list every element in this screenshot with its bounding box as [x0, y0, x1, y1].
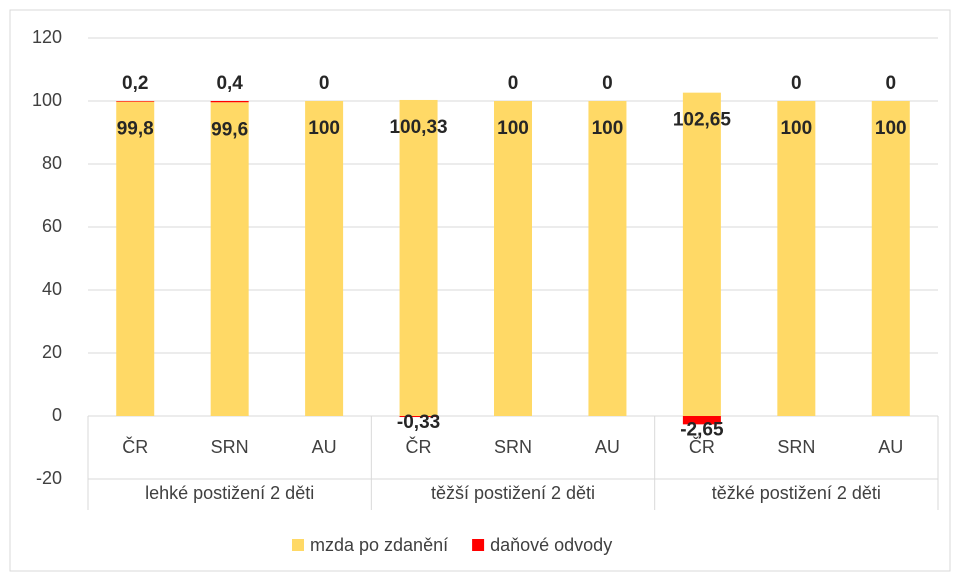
x-tick-label: AU: [595, 437, 620, 457]
bar-segment: [305, 101, 344, 416]
data-label: 99,6: [211, 119, 248, 140]
data-label: 100: [875, 118, 907, 139]
x-tick-label: SRN: [777, 437, 815, 457]
data-label: 0,2: [122, 73, 148, 94]
bar-segment: [682, 416, 721, 425]
y-tick-label: 80: [42, 153, 62, 173]
data-label: 0,4: [216, 73, 243, 94]
x-tick-label: ČR: [122, 436, 148, 457]
bar-segment: [588, 101, 627, 416]
legend-swatch: [292, 539, 304, 551]
bar-segment: [116, 101, 155, 416]
bar-segment: [494, 101, 532, 416]
group-label: těžší postižení 2 děti: [431, 483, 595, 503]
bar-segment: [399, 416, 438, 418]
x-tick-label: SRN: [494, 437, 532, 457]
y-tick-label: 20: [42, 342, 62, 362]
y-tick-label: 120: [32, 27, 62, 47]
y-tick-label: 40: [42, 279, 62, 299]
data-label: 0: [885, 73, 896, 94]
data-label: 100,33: [389, 117, 447, 138]
bar-segment: [210, 101, 249, 103]
data-label: 100: [592, 118, 624, 139]
bar-segment: [399, 99, 438, 416]
y-tick-label: 60: [42, 216, 62, 236]
data-label: 99,8: [117, 119, 154, 140]
bar-segment: [871, 101, 910, 416]
y-tick-label: -20: [36, 468, 62, 488]
data-label: 0: [319, 73, 330, 94]
bar-segment: [116, 101, 155, 102]
legend-swatch: [472, 539, 485, 551]
x-tick-label: SRN: [211, 437, 249, 457]
data-label: 100: [780, 118, 812, 139]
legend-label: mzda po zdanění: [310, 535, 448, 555]
x-tick-label: AU: [878, 437, 903, 457]
data-label: 0: [508, 73, 519, 94]
bar-segment: [682, 92, 721, 416]
data-label: 0: [602, 73, 613, 94]
x-tick-label: ČR: [689, 436, 715, 457]
y-tick-label: 0: [52, 405, 62, 425]
data-label: 100: [308, 118, 340, 139]
data-label: -2,65: [680, 419, 724, 440]
y-tick-label: 100: [32, 90, 62, 110]
legend-label: daňové odvody: [490, 535, 612, 555]
group-label: těžké postižení 2 děti: [712, 483, 881, 503]
bar-segment: [210, 102, 249, 416]
group-label: lehké postižení 2 děti: [145, 483, 314, 503]
x-tick-label: AU: [312, 437, 337, 457]
x-tick-label: ČR: [406, 436, 432, 457]
bar-segment: [777, 101, 816, 416]
data-label: 102,65: [673, 110, 732, 131]
data-label: -0,33: [397, 412, 440, 433]
data-label: 100: [497, 118, 529, 139]
data-label: 0: [791, 73, 802, 94]
